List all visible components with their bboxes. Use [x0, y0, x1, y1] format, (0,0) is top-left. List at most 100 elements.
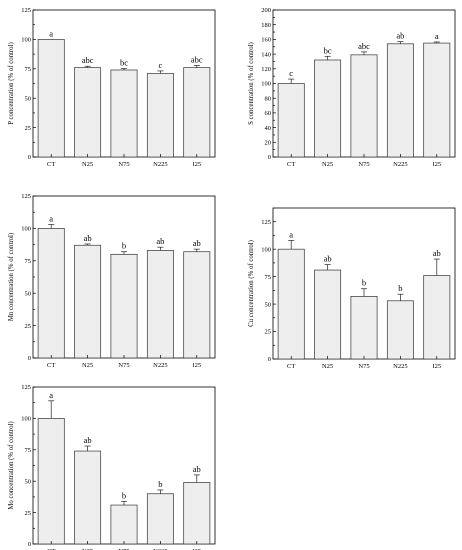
bar [110, 504, 138, 545]
bar [386, 43, 414, 158]
significance-label: ab [84, 233, 92, 243]
y-tick-label: 25 [25, 510, 32, 517]
y-tick-label: 0 [28, 541, 31, 548]
bar [146, 493, 174, 545]
y-tick-label: 75 [25, 258, 32, 265]
y-tick-label: 125 [21, 193, 31, 200]
significance-label: a [435, 31, 439, 41]
significance-label: bc [120, 58, 128, 68]
significance-label: b [122, 241, 126, 251]
x-category-label: N225 [153, 161, 167, 168]
significance-label: bc [324, 45, 332, 55]
bar [146, 73, 174, 158]
y-axis-label: P concentration (% of control) [8, 42, 15, 124]
significance-label: abc [82, 55, 94, 65]
bar [277, 83, 305, 158]
significance-label: b [122, 490, 126, 500]
significance-label: b [158, 479, 162, 489]
significance-label: abc [358, 41, 370, 51]
bar [37, 418, 65, 545]
y-tick-label: 50 [265, 301, 272, 308]
y-axis-label: S concentration (% of control) [248, 42, 255, 125]
significance-label: ab [433, 248, 441, 258]
y-tick-label: 180 [261, 22, 271, 29]
p-chart: 0 25 50 75 100 125 P concentration (% of contr… [8, 7, 216, 168]
x-category-label: I25 [192, 548, 201, 550]
significance-label: a [49, 214, 53, 224]
x-category-label: I25 [192, 362, 201, 369]
s-chart: 0 20 40 60 80 100 120 140 160 180 200 S concentrati… [248, 7, 456, 168]
y-axis-label: Mo concentration (% of control) [8, 421, 15, 509]
y-tick-label: 50 [25, 290, 32, 297]
x-category-label: N25 [82, 362, 93, 369]
bar [74, 67, 102, 158]
bar [314, 59, 342, 158]
x-category-label: N225 [153, 362, 167, 369]
y-tick-label: 100 [21, 416, 31, 423]
y-tick-label: 80 [265, 95, 272, 102]
bar [74, 244, 102, 359]
cu-chart: 0 25 50 75 100 125 Cu concentration (% of cont… [248, 207, 456, 370]
significance-label: ab [84, 435, 92, 445]
bar [277, 248, 305, 360]
x-category-label: N25 [322, 161, 333, 168]
y-tick-label: 0 [268, 356, 271, 363]
bar [183, 251, 211, 359]
x-category-label: CT [287, 161, 295, 168]
y-tick-label: 125 [21, 7, 31, 14]
mo-chart: 0 25 50 75 100 125 Mo concentration (% of cont… [8, 384, 216, 550]
significance-label: c [159, 60, 163, 70]
bar [110, 253, 138, 359]
y-tick-label: 100 [21, 37, 31, 44]
bar [110, 69, 138, 158]
x-category-label: I25 [192, 161, 201, 168]
y-tick-label: 0 [268, 154, 271, 161]
y-tick-label: 0 [28, 355, 31, 362]
y-tick-label: 100 [261, 81, 271, 88]
significance-label: b [362, 278, 366, 288]
y-tick-label: 100 [21, 226, 31, 233]
bar [183, 67, 211, 158]
y-tick-label: 100 [261, 246, 271, 253]
y-tick-label: 75 [25, 66, 32, 73]
significance-label: abc [191, 55, 203, 65]
y-tick-label: 0 [28, 154, 31, 161]
bar [37, 39, 65, 158]
mn-chart: 0 25 50 75 100 125 Mn concentration (% of cont… [8, 193, 216, 369]
y-tick-label: 200 [261, 7, 271, 14]
y-tick-label: 25 [25, 323, 32, 330]
x-category-label: I25 [432, 161, 441, 168]
significance-label: a [49, 28, 53, 38]
significance-label: ab [193, 238, 201, 248]
y-tick-label: 125 [21, 384, 31, 391]
y-tick-label: 75 [265, 274, 272, 281]
x-category-label: N25 [322, 363, 333, 370]
bar [146, 250, 174, 359]
significance-label: c [289, 68, 293, 78]
y-tick-label: 140 [261, 51, 271, 58]
x-category-label: I25 [432, 363, 441, 370]
x-category-label: CT [47, 161, 55, 168]
bar [386, 300, 414, 360]
x-category-label: N25 [82, 548, 93, 550]
significance-label: ab [156, 236, 164, 246]
y-tick-label: 125 [261, 219, 271, 226]
bar [314, 269, 342, 360]
significance-label: ab [324, 254, 332, 264]
y-axis-label: Cu concentration (% of control) [248, 240, 255, 327]
significance-label: ab [193, 464, 201, 474]
y-tick-label: 20 [265, 140, 272, 147]
y-tick-label: 25 [265, 329, 272, 336]
y-tick-label: 75 [25, 447, 32, 454]
x-category-label: N25 [82, 161, 93, 168]
x-category-label: N75 [118, 548, 129, 550]
significance-label: ab [396, 31, 404, 41]
significance-label: b [398, 283, 402, 293]
x-category-label: N225 [393, 363, 407, 370]
x-category-label: CT [47, 548, 55, 550]
y-tick-label: 160 [261, 37, 271, 44]
x-category-label: N225 [393, 161, 407, 168]
x-category-label: N75 [358, 161, 369, 168]
x-category-label: CT [287, 363, 295, 370]
